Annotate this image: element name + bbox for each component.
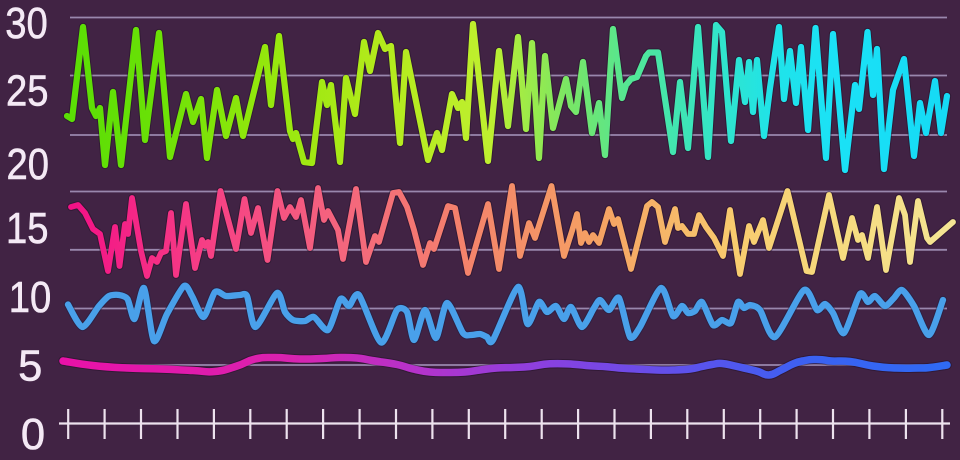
svg-text:30: 30 — [5, 0, 48, 48]
svg-text:20: 20 — [7, 141, 50, 189]
svg-text:15: 15 — [6, 205, 49, 253]
svg-text:10: 10 — [9, 274, 52, 322]
svg-text:5: 5 — [18, 342, 42, 390]
svg-text:0: 0 — [21, 411, 45, 455]
svg-text:25: 25 — [6, 68, 49, 116]
